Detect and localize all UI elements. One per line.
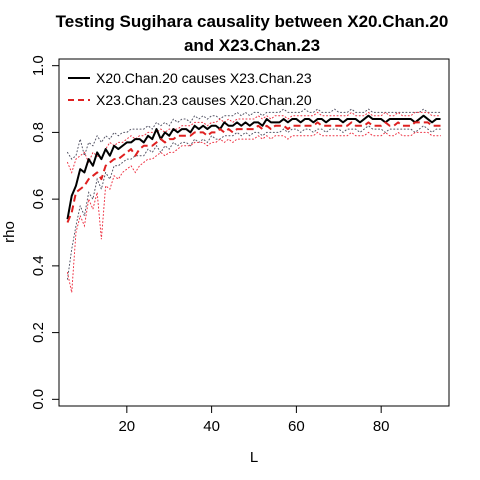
legend: X20.Chan.20 causes X23.Chan.23 X23.Chan.… (68, 70, 312, 108)
band-2-lower (66, 131, 442, 293)
band-2-upper (66, 111, 442, 174)
x-tick-label: 40 (203, 418, 220, 435)
series-2-line (66, 121, 441, 223)
plot-frame (58, 58, 450, 407)
confidence-bands (66, 108, 442, 293)
y-tick-label: 0.2 (30, 322, 47, 343)
chart-title-line-1: Testing Sugihara causality between X20.C… (56, 12, 449, 31)
x-tick-label: 20 (118, 418, 135, 435)
band-1-lower (66, 125, 442, 280)
band-1-upper (66, 108, 442, 160)
x-tick-label: 80 (373, 418, 390, 435)
x-tick-label: 60 (288, 418, 305, 435)
y-tick-label: 0.4 (30, 255, 47, 276)
y-tick-label: 1.0 (30, 55, 47, 76)
y-tick-label: 0.6 (30, 189, 47, 210)
y-tick-label: 0.0 (30, 389, 47, 410)
y-axis-label: rho (1, 221, 18, 243)
series-lines (66, 114, 441, 223)
chart-title-line-2: and X23.Chan.23 (184, 36, 320, 55)
x-axis-label: L (250, 449, 258, 466)
y-axis: 0.0 0.2 0.4 0.6 0.8 1.0 (30, 55, 59, 410)
legend-label-series-1: X20.Chan.20 causes X23.Chan.23 (96, 70, 312, 86)
series-1-line (66, 114, 441, 220)
x-axis: 20 40 60 80 (118, 406, 390, 435)
legend-label-series-2: X23.Chan.23 causes X20.Chan.20 (96, 92, 312, 108)
y-tick-label: 0.8 (30, 122, 47, 143)
